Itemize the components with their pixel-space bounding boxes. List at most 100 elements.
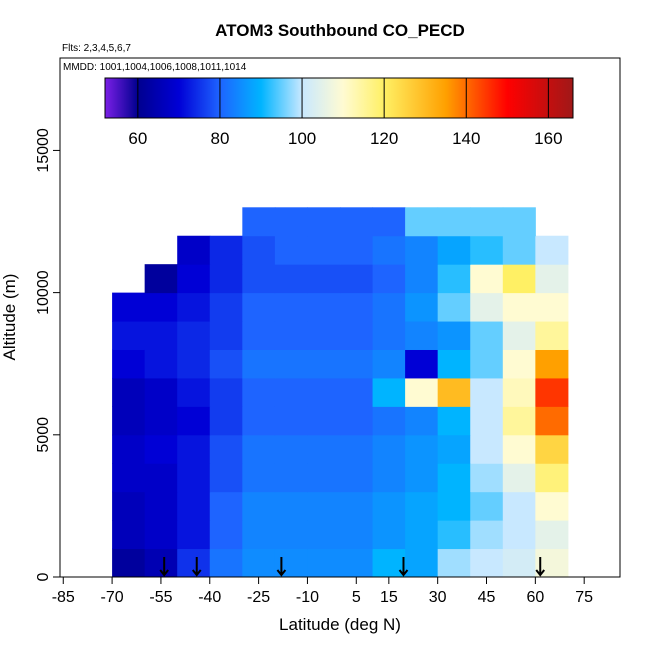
heat-cell [209, 349, 243, 379]
heat-cell [209, 321, 243, 350]
heat-cell [470, 292, 504, 322]
heat-cell [307, 491, 341, 521]
heat-cell [405, 434, 439, 464]
heat-cell [209, 264, 243, 294]
heat-cell [112, 434, 146, 464]
annotation: MMDD: 1001,1004,1006,1008,1011,1014 [63, 62, 247, 73]
arrow-marker [159, 557, 169, 577]
heat-cell [144, 548, 178, 578]
heat-cell [307, 377, 341, 407]
heat-cell [535, 434, 569, 464]
heat-cell [372, 491, 406, 521]
heat-cell [144, 264, 178, 294]
y-tick-label: 10000 [35, 270, 52, 315]
heat-cell [112, 520, 146, 550]
heat-cell [437, 548, 471, 578]
heat-cell [502, 321, 536, 350]
heat-cell [177, 235, 211, 265]
heat-cell [340, 349, 374, 379]
heat-cell [274, 349, 308, 379]
heat-cell [405, 292, 439, 322]
heat-cell [372, 292, 406, 322]
heat-cell [340, 377, 374, 407]
heat-cell [177, 463, 211, 493]
x-tick-label: 60 [526, 589, 544, 606]
heat-cell [340, 264, 374, 294]
heat-cell [274, 463, 308, 493]
heat-cell [112, 406, 146, 436]
heat-cell [177, 520, 211, 550]
heat-cell [502, 207, 536, 237]
heat-cell [405, 235, 439, 265]
heat-cell [502, 520, 536, 550]
heat-cell [144, 463, 178, 493]
heat-cell [372, 321, 406, 350]
heat-cell [242, 434, 276, 464]
heat-cell [242, 349, 276, 379]
arrow-marker [535, 557, 546, 577]
x-tick-label: 5 [352, 589, 361, 606]
heat-cell [470, 377, 504, 407]
heat-cell [405, 207, 439, 237]
heat-cell [437, 434, 471, 464]
heat-cell [177, 406, 211, 436]
x-tick-label: -10 [296, 589, 319, 606]
heat-cell [112, 349, 146, 379]
heat-cell [470, 349, 504, 379]
heat-cell [274, 377, 308, 407]
x-tick-label: 30 [429, 589, 447, 606]
arrow-marker [191, 557, 202, 577]
heat-cell [535, 520, 569, 550]
heat-cell [372, 463, 406, 493]
heat-cell [437, 491, 471, 521]
heat-cell [307, 548, 341, 578]
heat-cell [535, 264, 569, 294]
x-tick-label: 45 [478, 589, 496, 606]
heat-cell [209, 235, 243, 265]
heat-cell [144, 321, 178, 350]
heat-cell [112, 463, 146, 493]
heat-cell [242, 520, 276, 550]
heat-cell [307, 349, 341, 379]
colorbar-tick-label: 60 [128, 129, 147, 148]
heat-cell [307, 520, 341, 550]
colorbar [104, 77, 574, 119]
x-tick-label: -55 [149, 589, 172, 606]
heat-cell [340, 321, 374, 350]
heat-cell [340, 463, 374, 493]
y-tick-label: 0 [35, 572, 52, 581]
y-tick-label: 5000 [35, 417, 52, 453]
heat-cell [405, 264, 439, 294]
heat-cell [470, 207, 504, 237]
heat-cell [470, 406, 504, 436]
heat-cell [274, 207, 308, 237]
heat-cell [177, 349, 211, 379]
colorbar-tick-label: 100 [288, 129, 316, 148]
heat-cell [502, 434, 536, 464]
heat-cell [112, 491, 146, 521]
heat-cell [535, 491, 569, 521]
heat-cell [242, 264, 276, 294]
heat-cell [307, 292, 341, 322]
heat-cell [437, 292, 471, 322]
heat-cell [470, 264, 504, 294]
heat-cell [242, 406, 276, 436]
heat-cell [307, 321, 341, 350]
heat-cell [242, 491, 276, 521]
heat-cell [405, 349, 439, 379]
heat-cell [502, 264, 536, 294]
x-axis-label: Latitude (deg N) [279, 615, 401, 634]
subtitle: Flts: 2,3,4,5,6,7 [62, 43, 131, 54]
heat-cell [242, 235, 276, 265]
heat-cell [242, 377, 276, 407]
heat-cell [242, 548, 276, 578]
heat-cell [177, 264, 211, 294]
x-tick-label: 75 [575, 589, 593, 606]
heat-cell [177, 292, 211, 322]
heat-cell [405, 548, 439, 578]
heat-cell [340, 207, 374, 237]
heat-cell [340, 235, 374, 265]
heat-cell [209, 377, 243, 407]
heat-cell [209, 548, 243, 578]
